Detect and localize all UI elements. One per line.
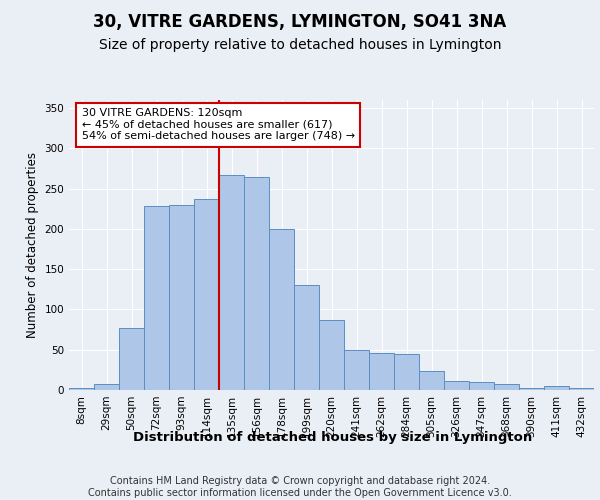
Bar: [444, 381, 469, 390]
Bar: [169, 204, 194, 390]
Bar: [194, 199, 219, 390]
Bar: [94, 384, 119, 390]
Bar: [69, 388, 94, 390]
Bar: [469, 382, 494, 390]
Bar: [144, 206, 169, 390]
Bar: [294, 286, 319, 390]
Bar: [344, 350, 369, 390]
Text: 30 VITRE GARDENS: 120sqm
← 45% of detached houses are smaller (617)
54% of semi-: 30 VITRE GARDENS: 120sqm ← 45% of detach…: [82, 108, 355, 142]
Bar: [544, 386, 569, 390]
Bar: [269, 229, 294, 390]
Bar: [244, 176, 269, 390]
Bar: [319, 320, 344, 390]
Y-axis label: Number of detached properties: Number of detached properties: [26, 152, 39, 338]
Text: Distribution of detached houses by size in Lymington: Distribution of detached houses by size …: [133, 431, 533, 444]
Text: Size of property relative to detached houses in Lymington: Size of property relative to detached ho…: [99, 38, 501, 52]
Bar: [419, 372, 444, 390]
Text: Contains HM Land Registry data © Crown copyright and database right 2024.
Contai: Contains HM Land Registry data © Crown c…: [88, 476, 512, 498]
Bar: [569, 388, 594, 390]
Bar: [119, 328, 144, 390]
Text: 30, VITRE GARDENS, LYMINGTON, SO41 3NA: 30, VITRE GARDENS, LYMINGTON, SO41 3NA: [94, 12, 506, 30]
Bar: [219, 175, 244, 390]
Bar: [519, 388, 544, 390]
Bar: [394, 354, 419, 390]
Bar: [494, 384, 519, 390]
Bar: [369, 353, 394, 390]
